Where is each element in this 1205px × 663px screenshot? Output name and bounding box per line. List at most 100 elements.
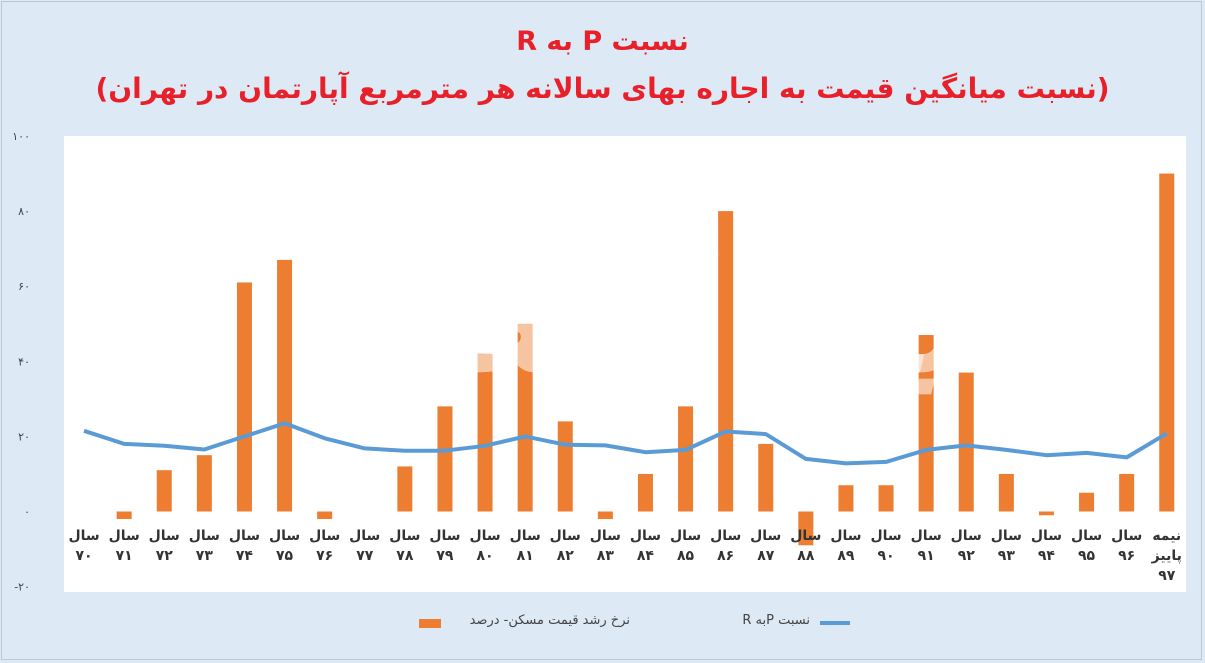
bar-25 [1079, 492, 1095, 512]
y-tick-label: ۲۰ [18, 430, 30, 443]
x-tick-label: سال [429, 528, 460, 544]
y-tick-label: ۱۰۰ [12, 130, 30, 143]
bar-14 [637, 473, 653, 512]
bar-11 [517, 323, 533, 512]
x-tick-label: ۸۷ [757, 548, 775, 564]
x-tick-label: ۹۳ [998, 548, 1016, 564]
x-tick-label: ۸۸ [797, 548, 815, 564]
x-tick-label: سال [349, 528, 380, 544]
x-tick-label: سال [991, 528, 1022, 544]
x-tick-label: ۷۸ [396, 548, 414, 564]
bar-2 [156, 470, 172, 512]
x-tick-label: سال [790, 528, 821, 544]
x-tick-label: نیمه [1152, 528, 1181, 544]
x-tick-label: سال [309, 528, 340, 544]
x-tick-label: ۷۲ [156, 548, 174, 564]
x-tick-label: ۷۶ [316, 548, 333, 564]
bar-10 [477, 353, 493, 512]
bar-9 [437, 406, 453, 512]
x-tick-label: ۹۶ [1118, 548, 1135, 564]
x-tick-label: سال [68, 528, 99, 544]
bar-3 [196, 455, 212, 512]
legend-line-label: نسبت Pبه R [742, 613, 810, 628]
legend-bars-swatch [419, 619, 441, 628]
x-tick-label: سال [911, 528, 942, 544]
x-tick-label: سال [1031, 528, 1062, 544]
x-tick-label: ۸۶ [717, 548, 734, 564]
bar-20 [878, 485, 894, 512]
chart-subtitle: (نسبت میانگین قیمت به اجاره بهای سالانه … [95, 72, 1110, 105]
x-tick-label: ۷۰ [76, 548, 93, 564]
x-tick-label: ۹۰ [878, 548, 895, 564]
x-tick-label: ۸۵ [677, 548, 695, 564]
y-tick-label: ۰ [24, 506, 30, 519]
x-tick-label: سال [750, 528, 781, 544]
x-tick-label: سال [550, 528, 581, 544]
x-tick-label: ۷۷ [356, 548, 374, 564]
x-tick-label: سال [149, 528, 180, 544]
bar-21 [918, 335, 934, 512]
bar-12 [557, 421, 573, 512]
bar-22 [958, 372, 974, 512]
bar-6 [317, 511, 333, 520]
x-tick-label: پاییز [1151, 548, 1182, 564]
bar-8 [397, 466, 413, 512]
x-tick-label: ۸۴ [637, 548, 655, 564]
x-tick-label: سال [670, 528, 701, 544]
bar-17 [758, 443, 774, 512]
x-tick-label: سال [269, 528, 300, 544]
x-tick-label: ۷۵ [276, 548, 294, 564]
x-tick-label: ۷۴ [236, 548, 254, 564]
x-tick-label: سال [590, 528, 621, 544]
y-tick-label: -۲۰ [14, 581, 30, 594]
bar-26 [1119, 473, 1135, 512]
x-tick-label: سال [1071, 528, 1102, 544]
x-tick-label: ۸۳ [597, 548, 615, 564]
x-tick-label: سال [469, 528, 500, 544]
bar-5 [277, 259, 293, 512]
chart-title: نسبت P به R [516, 26, 689, 57]
x-tick-label: ۹۴ [1038, 548, 1056, 564]
x-tick-label: سال [229, 528, 260, 544]
bar-27 [1159, 173, 1175, 512]
x-tick-label: ۸۰ [477, 548, 494, 564]
x-tick-label: سال [630, 528, 661, 544]
y-tick-label: ۸۰ [18, 205, 30, 218]
x-tick-label: ۸۱ [517, 548, 534, 564]
series-line-p-to-r [83, 421, 1168, 466]
legend-bars-label: نرخ رشد قیمت مسکن- درصد [469, 613, 630, 628]
x-tick-label: سال [389, 528, 420, 544]
bar-19 [838, 485, 854, 512]
x-tick-label: ۹۷ [1158, 568, 1176, 584]
bar-18 [798, 511, 814, 546]
x-tick-label: ۸۹ [837, 548, 855, 564]
bar-1 [116, 511, 132, 520]
x-tick-label: سال [510, 528, 541, 544]
x-tick-label: ۹۵ [1078, 548, 1096, 564]
y-tick-label: ۴۰ [18, 355, 30, 368]
x-tick-label: ۹۲ [958, 548, 976, 564]
x-tick-label: سال [109, 528, 140, 544]
x-tick-label: سال [189, 528, 220, 544]
bar-16 [718, 211, 734, 512]
x-tick-label: سال [830, 528, 861, 544]
bar-23 [998, 473, 1014, 512]
bar-24 [1038, 511, 1054, 516]
bar-15 [678, 406, 694, 512]
x-tick-label: ۷۹ [436, 548, 454, 564]
x-tick-label: سال [870, 528, 901, 544]
bar-13 [597, 511, 613, 520]
y-tick-label: ۶۰ [18, 280, 30, 293]
x-tick-label: سال [951, 528, 982, 544]
x-tick-label: ۸۲ [557, 548, 575, 564]
plot-area [64, 136, 1186, 592]
x-tick-label: سال [1111, 528, 1142, 544]
x-tick-label: ۹۱ [918, 548, 935, 564]
legend-line-swatch [820, 621, 850, 625]
x-tick-label: سال [710, 528, 741, 544]
x-tick-label: ۷۳ [196, 548, 214, 564]
x-tick-label: ۷۱ [116, 548, 133, 564]
bar-4 [236, 282, 252, 512]
